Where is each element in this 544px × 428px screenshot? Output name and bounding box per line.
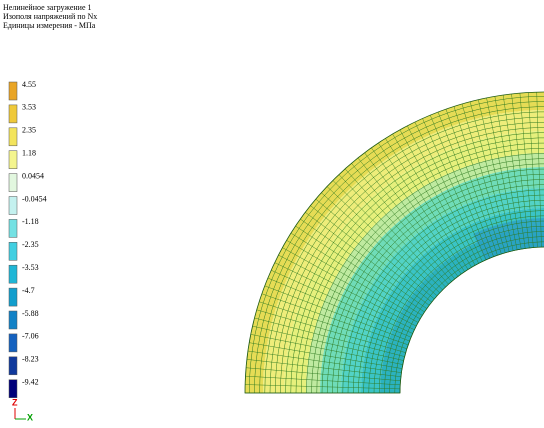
legend-label: 1.18 — [22, 149, 36, 158]
legend-swatch — [9, 265, 17, 283]
legend-swatch — [9, 128, 17, 146]
legend-label: -5.88 — [22, 309, 39, 318]
legend-label: -7.06 — [22, 332, 39, 341]
legend-label: 4.55 — [22, 80, 36, 89]
legend-swatch — [9, 334, 17, 352]
legend-swatch — [9, 197, 17, 215]
legend-label: -3.53 — [22, 263, 39, 272]
axis-triad: Z X — [12, 397, 33, 422]
x-label: X — [27, 412, 33, 422]
header-line: Нелинейное загружение 1 — [3, 3, 92, 12]
legend-swatch — [9, 82, 17, 100]
legend-swatch — [9, 288, 17, 306]
legend-swatch — [9, 311, 17, 329]
legend-swatch — [9, 151, 17, 169]
legend-swatch — [9, 380, 17, 398]
legend-swatch — [9, 242, 17, 260]
legend-label: 3.53 — [22, 103, 36, 112]
viewport: Нелинейное загружение 1 Изополя напряжен… — [0, 0, 544, 423]
legend-label: -9.42 — [22, 378, 39, 387]
legend-label: 0.0454 — [22, 171, 44, 180]
legend-label: -1.18 — [22, 217, 39, 226]
header-line: Изополя напряжений по Nx — [3, 12, 97, 21]
legend-label: -8.23 — [22, 355, 39, 364]
legend-swatch — [9, 219, 17, 237]
z-label: Z — [12, 397, 18, 407]
legend-label: -0.0454 — [22, 194, 47, 203]
legend: 4.55 3.53 2.35 1.18 0.0454 -0.0454 -1.18 -2.35 -… — [9, 80, 47, 398]
legend-swatch — [9, 105, 17, 123]
legend-label: 2.35 — [22, 126, 36, 135]
legend-label: -2.35 — [22, 240, 39, 249]
legend-swatch — [9, 174, 17, 192]
legend-label: -4.7 — [22, 286, 35, 295]
page: {"header": {"lines": ["Нелинейное загруж… — [0, 0, 544, 423]
header-line: Единицы измерения - МПа — [3, 21, 96, 30]
legend-swatch — [9, 357, 17, 375]
model — [245, 92, 544, 393]
